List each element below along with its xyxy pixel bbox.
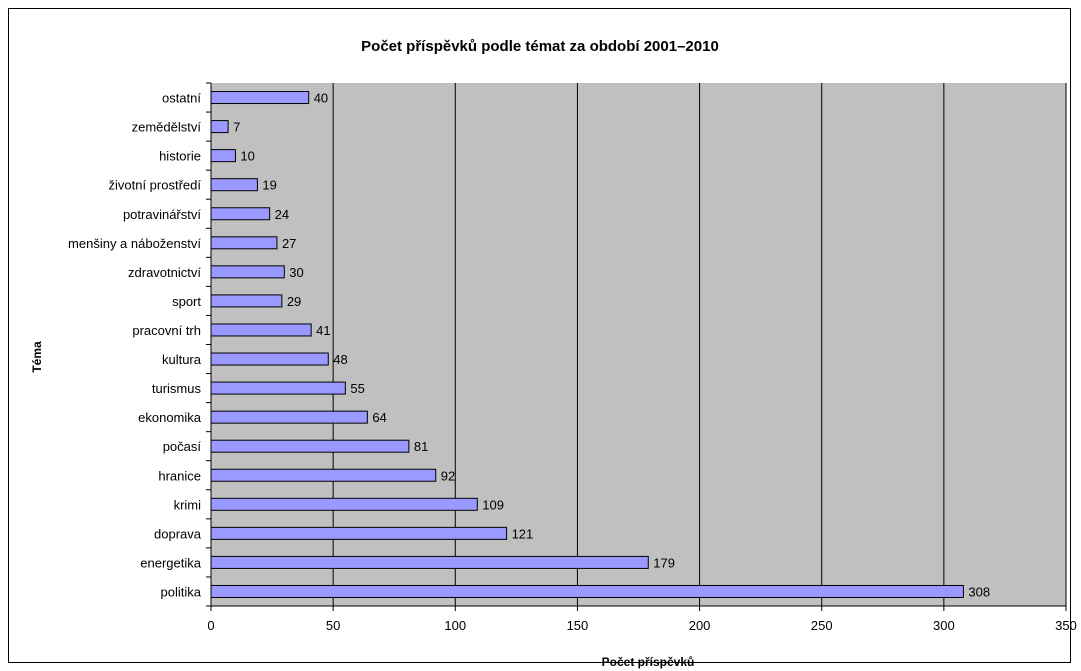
data-label: 48	[333, 352, 347, 367]
bar	[210, 555, 649, 569]
y-tick-label: doprava	[154, 526, 202, 541]
data-label: 40	[314, 91, 328, 106]
y-tick-label: menšiny a náboženství	[68, 236, 201, 251]
x-tick-label: 250	[811, 618, 833, 633]
bar	[210, 265, 285, 279]
bar	[210, 207, 271, 221]
bar	[210, 120, 229, 134]
y-tick-label: pracovní trh	[132, 323, 201, 338]
y-tick-label: počasí	[163, 439, 202, 454]
y-tick-label: energetika	[140, 555, 201, 570]
bar	[210, 497, 478, 511]
y-tick-label: zemědělství	[132, 120, 202, 135]
gridlines	[332, 83, 1067, 606]
data-label: 55	[350, 381, 364, 396]
bars	[210, 91, 964, 598]
y-tick-label: ekonomika	[138, 410, 202, 425]
y-tick-label: kultura	[162, 352, 202, 367]
data-label: 41	[316, 323, 330, 338]
bar	[210, 178, 258, 192]
x-tick-label: 50	[326, 618, 340, 633]
data-label: 179	[653, 555, 675, 570]
chart-title: Počet příspěvků podle témat za období 20…	[361, 38, 719, 55]
y-tick-label: životní prostředí	[109, 178, 202, 193]
data-label: 109	[482, 497, 504, 512]
y-tick-label: politika	[161, 584, 202, 599]
bar	[210, 584, 964, 598]
data-label: 81	[414, 439, 428, 454]
y-tick-label: turismus	[152, 381, 202, 396]
y-tick-label: historie	[159, 149, 201, 164]
y-axis-title: Téma	[30, 341, 44, 373]
data-label: 308	[968, 584, 990, 599]
x-tick-label: 200	[689, 618, 711, 633]
y-tick-label: sport	[172, 294, 201, 309]
y-tick-label: krimi	[174, 497, 202, 512]
x-tick-label: 350	[1055, 618, 1077, 633]
x-tick-label: 150	[567, 618, 589, 633]
x-axis-title: Počet příspěvků	[602, 655, 695, 669]
data-label: 121	[512, 526, 534, 541]
bar	[210, 236, 278, 250]
bar	[210, 352, 329, 366]
bar	[210, 439, 410, 453]
data-label: 24	[275, 207, 289, 222]
y-tick-label: potravinářství	[123, 207, 201, 222]
bar	[210, 526, 508, 540]
bar	[210, 468, 437, 482]
data-label: 10	[240, 149, 254, 164]
bar	[210, 91, 310, 105]
data-label: 27	[282, 236, 296, 251]
data-label: 29	[287, 294, 301, 309]
bar	[210, 410, 368, 424]
data-label: 7	[233, 120, 240, 135]
x-tick-labels: 0 50 100 150 200 250 300 350	[207, 618, 1076, 633]
bar	[210, 381, 346, 395]
y-tick-labels: ostatní zemědělství historie životní prostř…	[68, 91, 202, 600]
data-label: 92	[441, 468, 455, 483]
x-tick-label: 0	[207, 618, 214, 633]
y-tick-label: ostatní	[162, 91, 201, 106]
bar	[210, 149, 236, 163]
x-tick-label: 300	[933, 618, 955, 633]
data-label: 30	[289, 265, 303, 280]
y-tick-label: hranice	[158, 468, 201, 483]
plot-area	[211, 83, 1066, 606]
y-tick-label: zdravotnictví	[128, 265, 201, 280]
data-label: 19	[262, 178, 276, 193]
bar	[210, 323, 312, 337]
x-tick-label: 100	[444, 618, 466, 633]
bar	[210, 294, 283, 308]
data-label: 64	[372, 410, 386, 425]
axes	[206, 82, 1067, 611]
